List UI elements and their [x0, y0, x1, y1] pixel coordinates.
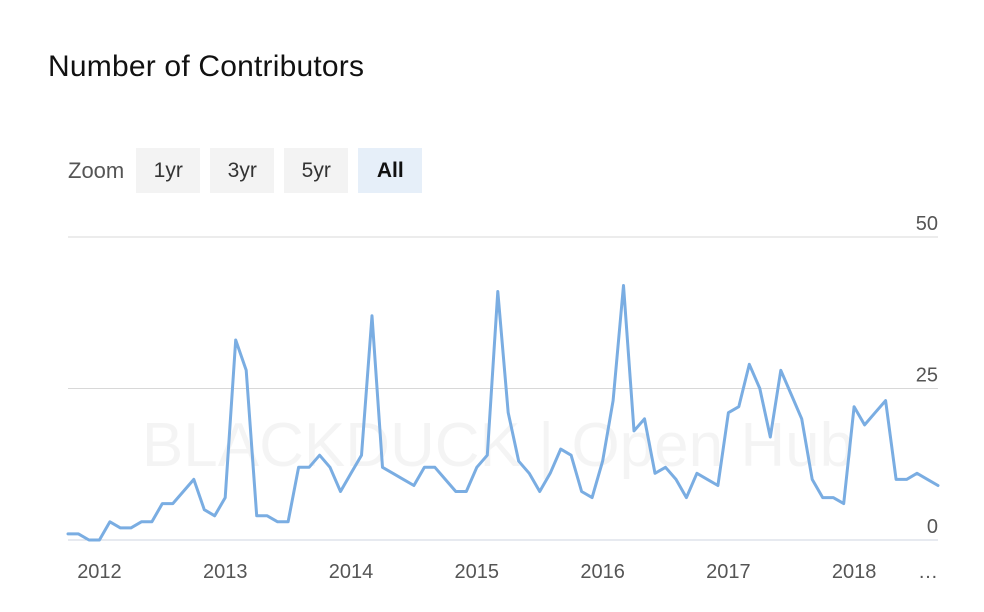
series-layer [66, 284, 940, 542]
chart-title: Number of Contributors [48, 50, 365, 83]
x-axis-ticks: 2012 2013 2014 2015 2016 2017 2018 … [77, 561, 938, 583]
x-tick-label-2012: 2012 [77, 561, 122, 583]
watermark: BLACKDUCK | Open Hub [142, 411, 854, 480]
zoom-3yr-button[interactable]: 3yr [210, 148, 275, 193]
y-tick-label-25: 25 [916, 365, 938, 387]
x-tick-label-2016: 2016 [580, 561, 625, 583]
x-tick-label-2013: 2013 [203, 561, 248, 583]
series-line [66, 284, 940, 542]
y-tick-label-50: 50 [916, 213, 938, 235]
x-tick-label-…: … [918, 561, 938, 583]
zoom-label: Zoom [68, 157, 125, 183]
y-tick-label-0: 0 [927, 516, 938, 538]
zoom-all-button[interactable]: All [358, 148, 423, 193]
x-tick-label-2017: 2017 [706, 561, 751, 583]
zoom-5yr-button[interactable]: 5yr [284, 148, 349, 193]
zoom-bar: Zoom 1yr 3yr 5yr All [68, 148, 432, 193]
y-axis-ticks: 0 25 50 [916, 213, 938, 538]
x-tick-label-2015: 2015 [455, 561, 500, 583]
grid-lines [68, 236, 938, 541]
zoom-1yr-button[interactable]: 1yr [136, 148, 201, 193]
x-tick-label-2018: 2018 [832, 561, 877, 583]
x-tick-label-2014: 2014 [329, 561, 374, 583]
